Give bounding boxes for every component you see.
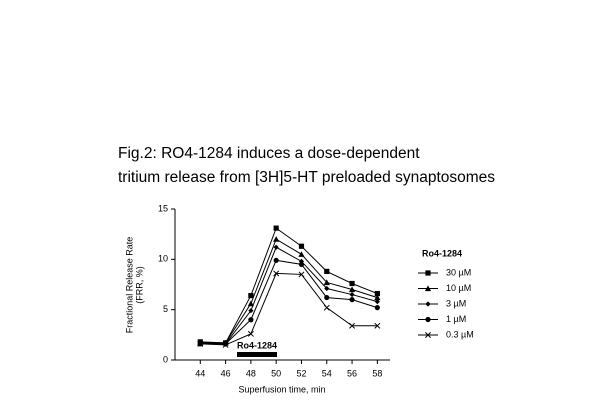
y-axis-label-line: (FRR, %) xyxy=(134,266,144,304)
x-tick-label: 50 xyxy=(271,368,281,378)
x-tick-label: 56 xyxy=(347,368,357,378)
x-axis-label: Superfusion time, min xyxy=(238,384,325,394)
x-tick-label: 52 xyxy=(296,368,306,378)
marker xyxy=(349,297,355,303)
marker xyxy=(324,294,330,301)
y-tick-label: 10 xyxy=(158,254,168,264)
x-tick-label: 58 xyxy=(372,368,382,378)
x-tick-label: 54 xyxy=(322,368,332,378)
marker xyxy=(374,305,380,311)
marker xyxy=(273,244,279,250)
legend-label: 0.3 µM xyxy=(446,329,474,339)
marker xyxy=(298,261,305,267)
treatment-bar xyxy=(237,352,277,357)
marker xyxy=(374,322,381,329)
marker xyxy=(425,301,431,307)
marker xyxy=(248,292,254,299)
series-line xyxy=(200,238,378,344)
chart-title: tritium release from [3H]5-HT preloaded … xyxy=(118,169,495,186)
marker xyxy=(374,299,380,305)
marker xyxy=(247,300,254,307)
marker xyxy=(222,341,229,348)
marker xyxy=(273,257,279,263)
series-line xyxy=(200,259,378,345)
marker xyxy=(323,279,330,286)
marker xyxy=(273,236,280,242)
x-tick-label: 48 xyxy=(246,368,256,378)
series-line xyxy=(200,246,378,345)
marker xyxy=(273,225,279,231)
marker xyxy=(425,270,431,276)
legend-label: 3 µM xyxy=(446,298,466,308)
marker xyxy=(323,304,330,311)
marker xyxy=(324,285,330,292)
marker xyxy=(349,322,356,329)
y-axis-label-line: Fractional Release Rate xyxy=(124,237,134,334)
marker xyxy=(273,270,280,277)
marker xyxy=(425,332,431,338)
marker xyxy=(374,294,381,301)
marker xyxy=(298,271,305,278)
marker xyxy=(425,316,431,323)
legend-label: 10 µM xyxy=(446,283,471,293)
marker xyxy=(298,251,305,257)
y-tick-label: 15 xyxy=(158,203,168,213)
marker xyxy=(349,291,355,298)
legend-title: Ro4-1284 xyxy=(422,248,462,258)
series-line xyxy=(200,227,378,344)
chart-title: Fig.2: RO4-1284 induces a dose-dependent xyxy=(118,145,420,162)
marker xyxy=(349,280,355,287)
marker xyxy=(197,340,204,347)
annotation: Ro4-1284 xyxy=(237,340,277,350)
marker xyxy=(248,308,254,314)
y-tick-label: 0 xyxy=(163,354,168,364)
series-line xyxy=(200,272,378,346)
marker xyxy=(298,243,305,249)
x-tick-label: 44 xyxy=(195,368,205,378)
y-axis-label: Fractional Release Rate (FRR, %) xyxy=(124,237,144,334)
legend-label: 30 µM xyxy=(446,267,471,277)
x-tick-label: 46 xyxy=(221,368,231,378)
marker xyxy=(374,290,380,297)
y-tick-label: 5 xyxy=(163,304,168,314)
marker xyxy=(247,330,254,337)
legend-label: 1 µM xyxy=(446,314,466,324)
marker xyxy=(348,286,356,293)
marker xyxy=(324,268,330,275)
marker xyxy=(424,285,432,292)
marker xyxy=(248,317,254,323)
